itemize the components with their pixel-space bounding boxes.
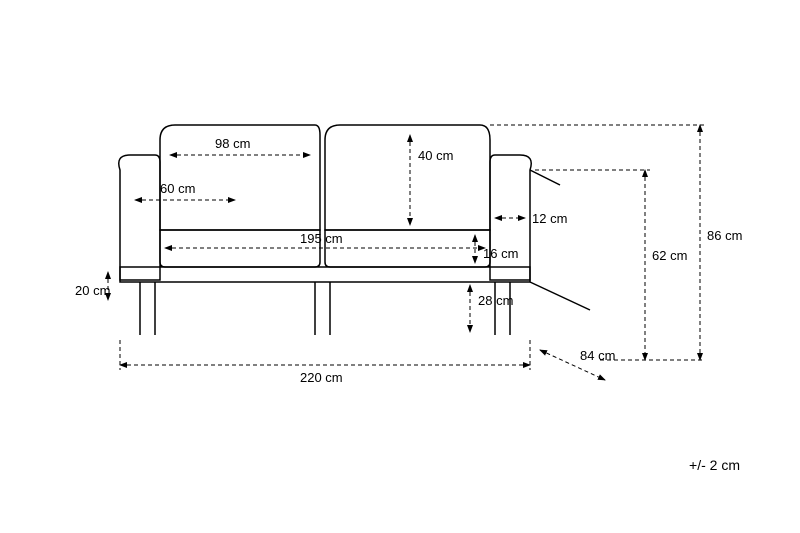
- dim-armrest-height: 20 cm: [75, 272, 110, 300]
- dim-seat-width: 195 cm: [165, 231, 485, 248]
- label-total-height: 86 cm: [707, 228, 742, 243]
- sofa-outline: [119, 125, 590, 335]
- dim-armrest-width: 12 cm: [495, 211, 567, 226]
- dim-depth: 84 cm: [540, 348, 615, 380]
- dim-seat-depth: 60 cm: [135, 181, 235, 200]
- dim-cushion-thickness: 16 cm: [475, 235, 518, 263]
- dim-armrest-top-height: 62 cm: [535, 170, 687, 360]
- dim-leg-height: 28 cm: [470, 285, 513, 332]
- label-cushion-thickness: 16 cm: [483, 246, 518, 261]
- label-back-cushion-width: 98 cm: [215, 136, 250, 151]
- label-armrest-top-height: 62 cm: [652, 248, 687, 263]
- label-depth: 84 cm: [580, 348, 615, 363]
- sofa-dimension-diagram: 98 cm 40 cm 60 cm 195 cm 12 cm 16 cm 28 …: [0, 0, 800, 533]
- dim-back-cushion-width: 98 cm: [170, 136, 310, 155]
- dim-back-cushion-height: 40 cm: [410, 135, 453, 225]
- label-back-cushion-height: 40 cm: [418, 148, 453, 163]
- label-armrest-height: 20 cm: [75, 283, 110, 298]
- dim-total-width: 220 cm: [120, 340, 530, 385]
- dim-total-height: 86 cm: [490, 125, 742, 360]
- label-total-width: 220 cm: [300, 370, 343, 385]
- label-leg-height: 28 cm: [478, 293, 513, 308]
- tolerance-note: +/- 2 cm: [689, 457, 740, 473]
- label-seat-depth: 60 cm: [160, 181, 195, 196]
- label-armrest-width: 12 cm: [532, 211, 567, 226]
- label-seat-width: 195 cm: [300, 231, 343, 246]
